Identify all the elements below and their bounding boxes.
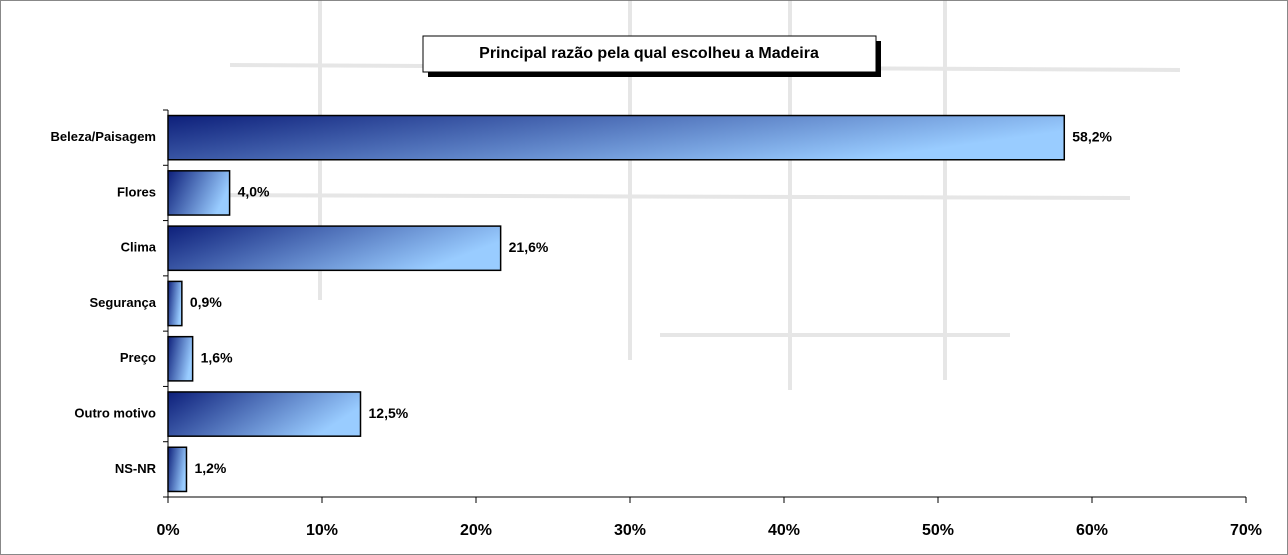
value-label: 4,0% [238,184,270,200]
y-tick-label: Clima [121,240,157,255]
x-tick-label: 70% [1230,522,1262,539]
x-tick-label: 10% [306,522,338,539]
y-tick-label: Outro motivo [74,406,156,421]
value-label: 21,6% [509,239,549,255]
value-label: 1,6% [201,349,233,365]
chart-title: Principal razão pela qual escolheu a Mad… [479,45,819,62]
x-tick-label: 40% [768,522,800,539]
value-label: 12,5% [369,405,409,421]
y-tick-label: Flores [117,184,156,199]
chart: Principal razão pela qual escolheu a Mad… [0,0,1288,555]
bar [168,447,186,491]
bar [168,226,501,270]
value-label: 0,9% [190,294,222,310]
value-label: 58,2% [1072,128,1112,144]
x-tick-label: 30% [614,522,646,539]
x-tick-label: 60% [1076,522,1108,539]
bar [168,337,193,381]
bar [168,116,1064,160]
value-label: 1,2% [194,460,226,476]
y-tick-label: Beleza/Paisagem [50,129,156,144]
x-tick-label: 20% [460,522,492,539]
y-tick-label: Preço [120,350,156,365]
bar [168,171,230,215]
bar [168,392,361,436]
bar [168,281,182,325]
x-tick-label: 0% [156,522,179,539]
x-tick-label: 50% [922,522,954,539]
y-tick-label: Segurança [90,295,157,310]
y-tick-label: NS-NR [115,461,157,476]
